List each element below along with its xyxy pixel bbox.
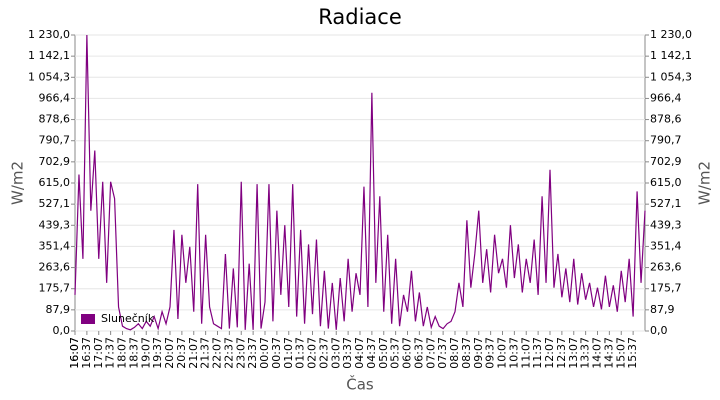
x-tick-label: 19:37 xyxy=(151,337,164,369)
x-tick-label: 03:07 xyxy=(329,337,342,369)
x-tick-label: 11:07 xyxy=(519,337,532,369)
x-tick-label: 19:07 xyxy=(139,337,152,369)
legend-label: Slunečník xyxy=(101,312,155,325)
x-tick-label: 21:07 xyxy=(187,337,200,369)
y2-tick-label: 1 054,3 xyxy=(650,70,692,83)
y2-tick-label: 1 142,1 xyxy=(650,49,692,62)
x-tick-label: 17:37 xyxy=(104,337,117,369)
x-tick-label: 13:37 xyxy=(579,337,592,369)
x-tick-label: 06:37 xyxy=(412,337,425,369)
x-tick-label: 16:37 xyxy=(80,337,93,369)
y2-axis-title: W/m2 xyxy=(696,161,714,205)
x-tick-label: 06:07 xyxy=(401,337,414,369)
x-tick-label: 02:37 xyxy=(317,337,330,369)
y-tick-label: 87,9 xyxy=(46,303,71,316)
x-tick-label: 05:07 xyxy=(377,337,390,369)
x-tick-label: 15:37 xyxy=(626,337,639,369)
y2-tick-label: 615,0 xyxy=(650,176,682,189)
x-tick-label: 07:07 xyxy=(424,337,437,369)
y2-tick-label: 439,3 xyxy=(650,218,682,231)
y-tick-label: 702,9 xyxy=(39,155,71,168)
y2-tick-label: 351,4 xyxy=(650,239,682,252)
x-tick-label: 09:07 xyxy=(472,337,485,369)
x-tick-label: 04:07 xyxy=(353,337,366,369)
y-tick-label: 615,0 xyxy=(39,176,71,189)
y-tick-label: 1 142,1 xyxy=(28,49,70,62)
y-tick-label: 790,7 xyxy=(39,134,71,147)
x-tick-label: 03:37 xyxy=(341,337,354,369)
x-tick-label: 17:07 xyxy=(92,337,105,369)
x-tick-label: 23:07 xyxy=(234,337,247,369)
x-tick-label: 08:37 xyxy=(460,337,473,369)
x-tick-label: 07:37 xyxy=(436,337,449,369)
x-tick-label: 14:37 xyxy=(602,337,615,369)
x-tick-label: 23:37 xyxy=(246,337,259,369)
x-tick-label: 00:07 xyxy=(258,337,271,369)
x-tick-label: 04:37 xyxy=(365,337,378,369)
y2-tick-label: 263,6 xyxy=(650,261,682,274)
y2-tick-label: 878,6 xyxy=(650,113,682,126)
x-tick-label: 18:07 xyxy=(116,337,129,369)
x-tick-label: 10:37 xyxy=(507,337,520,369)
x-tick-label: 09:37 xyxy=(484,337,497,369)
y-tick-label: 1 054,3 xyxy=(28,70,70,83)
x-tick-label: 02:07 xyxy=(306,337,319,369)
x-tick-label: 22:37 xyxy=(222,337,235,369)
x-tick-label: 15:07 xyxy=(614,337,627,369)
y2-tick-label: 87,9 xyxy=(650,303,675,316)
y-tick-label: 1 230,0 xyxy=(28,28,70,41)
y2-tick-label: 527,1 xyxy=(650,197,682,210)
x-tick-label: 14:07 xyxy=(591,337,604,369)
x-tick-label: 01:37 xyxy=(294,337,307,369)
y2-tick-label: 966,4 xyxy=(650,91,682,104)
y-tick-label: 175,7 xyxy=(39,282,71,295)
y-tick-label: 351,4 xyxy=(39,239,71,252)
y2-tick-label: 0,0 xyxy=(650,324,668,337)
y-tick-label: 263,6 xyxy=(39,261,71,274)
x-tick-label: 10:07 xyxy=(496,337,509,369)
y-axis-title: W/m2 xyxy=(9,161,27,205)
x-tick-label: 01:07 xyxy=(282,337,295,369)
y2-tick-label: 702,9 xyxy=(650,155,682,168)
x-tick-label: 20:37 xyxy=(175,337,188,369)
y-tick-label: 878,6 xyxy=(39,113,71,126)
x-tick-label: 08:07 xyxy=(448,337,461,369)
x-tick-label: 00:37 xyxy=(270,337,283,369)
x-tick-label: 12:07 xyxy=(543,337,556,369)
y-tick-label: 527,1 xyxy=(39,197,71,210)
y-tick-label: 439,3 xyxy=(39,218,71,231)
y-tick-label: 966,4 xyxy=(39,91,71,104)
y2-tick-label: 790,7 xyxy=(650,134,682,147)
x-tick-label: 21:37 xyxy=(199,337,212,369)
x-tick-label: 12:37 xyxy=(555,337,568,369)
x-tick-label: 22:07 xyxy=(211,337,224,369)
x-tick-label: 13:07 xyxy=(567,337,580,369)
y-tick-label: 0,0 xyxy=(53,324,71,337)
x-tick-label: 05:37 xyxy=(389,337,402,369)
x-tick-label: 11:37 xyxy=(531,337,544,369)
x-axis-title: Čas xyxy=(346,375,374,394)
x-tick-label: 16:07 xyxy=(68,337,81,369)
x-tick-label: 18:37 xyxy=(127,337,140,369)
data-line xyxy=(74,34,646,331)
y2-tick-label: 175,7 xyxy=(650,282,682,295)
chart-title: Radiace xyxy=(318,5,402,29)
x-tick-label: 20:07 xyxy=(163,337,176,369)
legend-swatch xyxy=(81,314,95,324)
y2-tick-label: 1 230,0 xyxy=(650,28,692,41)
x-tick-label: 16:07 xyxy=(68,337,81,369)
